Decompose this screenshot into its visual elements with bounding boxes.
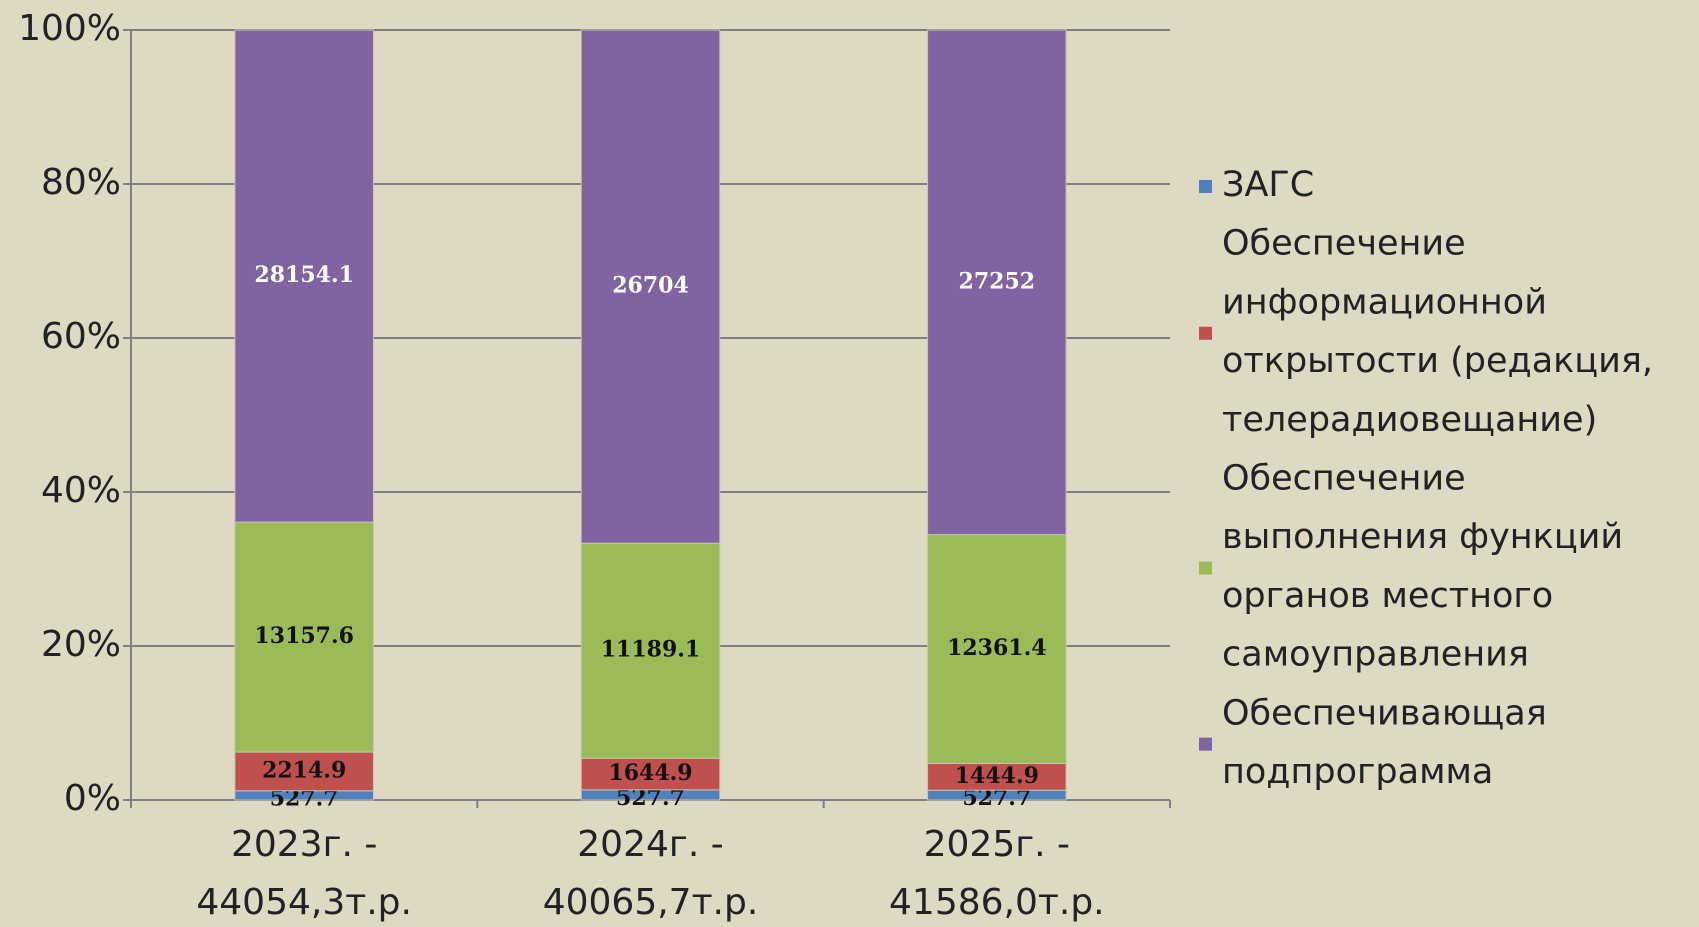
x-tick-label: 2025г. -41586,0т.р. [889,824,1105,923]
bar-segment [927,29,1067,536]
bar-segment [927,534,1067,764]
x-tick-label: 2023г. -44054,3т.р. [196,824,412,923]
bar-segment [580,29,721,544]
legend-label: Обеспечение выполнения функций органов мес… [1222,459,1623,675]
data-label: 28154.1 [254,262,354,288]
legend-marker [1199,737,1212,751]
data-label: 1444.9 [955,763,1039,789]
legend-label: ЗАГС [1222,165,1314,205]
bar-segment [234,521,374,753]
data-label: 13157.6 [254,623,354,649]
legend-label: Обеспечение информационной открытости (ред… [1222,224,1653,440]
data-label: 2214.9 [262,757,346,783]
y-tick-label: 0% [64,778,121,819]
y-tick-label: 80% [41,162,121,203]
data-label: 26704 [612,273,689,299]
data-label: 1644.9 [608,760,692,786]
bar-segment [234,29,374,523]
y-tick-label: 100% [18,8,121,49]
x-tick-label: 2024г. -40065,7т.р. [543,824,759,923]
bar-segment [580,542,721,759]
y-tick-label: 60% [41,316,121,357]
data-label: 27252 [959,268,1036,294]
bar-segment [580,757,721,791]
y-tick-label: 40% [41,470,121,511]
legend-marker [1199,180,1212,193]
data-label: 12361.4 [947,635,1047,661]
legend-label: Обеспечивающая подпрограмма [1222,693,1547,792]
y-tick-label: 20% [41,624,121,665]
legend-marker [1199,561,1212,575]
data-label: 11189.1 [601,637,701,663]
bar-segment [234,751,374,792]
legend-marker [1199,326,1212,340]
bar-segment [927,762,1067,791]
